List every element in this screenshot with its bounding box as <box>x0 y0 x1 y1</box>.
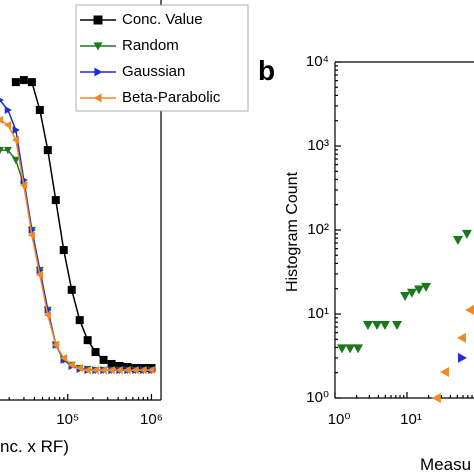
data-point <box>0 146 4 154</box>
data-point <box>391 320 402 330</box>
data-point <box>452 236 463 246</box>
x-axis-label: nc. x RF) <box>0 437 69 456</box>
data-point <box>75 316 84 325</box>
data-point <box>27 78 36 87</box>
data-point <box>362 320 373 330</box>
data-point <box>0 115 4 124</box>
tick-label: 10⁰ <box>306 389 329 406</box>
data-point <box>11 78 20 87</box>
data-point <box>27 231 36 240</box>
y-axis-label: Histogram Count <box>284 171 301 292</box>
data-point <box>19 76 28 85</box>
data-point <box>11 156 20 164</box>
legend-label: Beta-Parabolic <box>122 89 221 106</box>
x-axis-label: Measu <box>420 455 471 474</box>
data-point <box>99 366 107 375</box>
data-point <box>456 332 466 343</box>
data-point <box>51 340 59 349</box>
panel-label: b <box>258 55 275 86</box>
data-point <box>43 146 52 155</box>
data-point <box>91 366 99 375</box>
data-point <box>3 120 12 129</box>
legend-marker <box>93 15 103 25</box>
legend-label: Conc. Value <box>122 11 203 28</box>
data-point <box>139 366 147 375</box>
legend-box <box>75 4 249 112</box>
data-point <box>421 282 432 292</box>
legend-marker <box>94 67 103 77</box>
legend-label: Gaussian <box>122 63 185 80</box>
data-point <box>83 336 92 345</box>
data-point <box>461 229 472 239</box>
data-point <box>59 246 68 255</box>
data-point <box>35 270 44 279</box>
legend-marker <box>93 42 103 51</box>
data-point <box>12 126 20 135</box>
tick-label: 10⁴ <box>306 53 329 70</box>
tick-label: 10⁵ <box>56 411 79 428</box>
data-point <box>107 366 115 375</box>
data-point <box>83 366 91 375</box>
data-point <box>406 288 417 298</box>
data-point <box>147 366 155 375</box>
data-point <box>67 285 76 294</box>
data-point <box>11 135 20 144</box>
data-point <box>75 364 83 373</box>
legend-label: Random <box>122 37 179 54</box>
data-point <box>414 285 425 295</box>
tick-label: 10¹ <box>400 411 422 428</box>
data-point <box>3 146 12 155</box>
data-point <box>457 352 467 363</box>
tick-label: 10⁶ <box>140 411 163 428</box>
data-point <box>67 360 75 369</box>
tick-label: 10² <box>307 221 329 238</box>
data-point <box>43 311 51 319</box>
data-point <box>336 344 347 354</box>
data-point <box>371 320 382 330</box>
data-point <box>35 105 44 114</box>
data-point <box>115 366 123 375</box>
data-point <box>465 304 474 315</box>
data-point <box>123 366 131 375</box>
data-point <box>439 366 449 377</box>
data-point <box>0 97 4 103</box>
data-point <box>431 393 441 403</box>
tick-label: 10³ <box>307 137 329 154</box>
data-point <box>19 181 28 190</box>
tick-label: 10¹ <box>307 305 329 322</box>
tick-label: 10⁰ <box>328 411 351 428</box>
data-point <box>379 320 390 330</box>
data-point <box>131 366 139 375</box>
data-point <box>99 355 108 364</box>
legend-marker <box>93 93 102 103</box>
series-line <box>15 79 152 369</box>
data-point <box>353 344 364 354</box>
series-line <box>0 119 152 371</box>
data-point <box>91 348 100 357</box>
data-point <box>4 105 12 114</box>
data-point <box>345 344 356 354</box>
data-point <box>107 359 116 368</box>
series-line <box>0 99 152 371</box>
data-point <box>400 291 411 301</box>
data-point <box>59 353 67 362</box>
data-point <box>51 196 60 205</box>
